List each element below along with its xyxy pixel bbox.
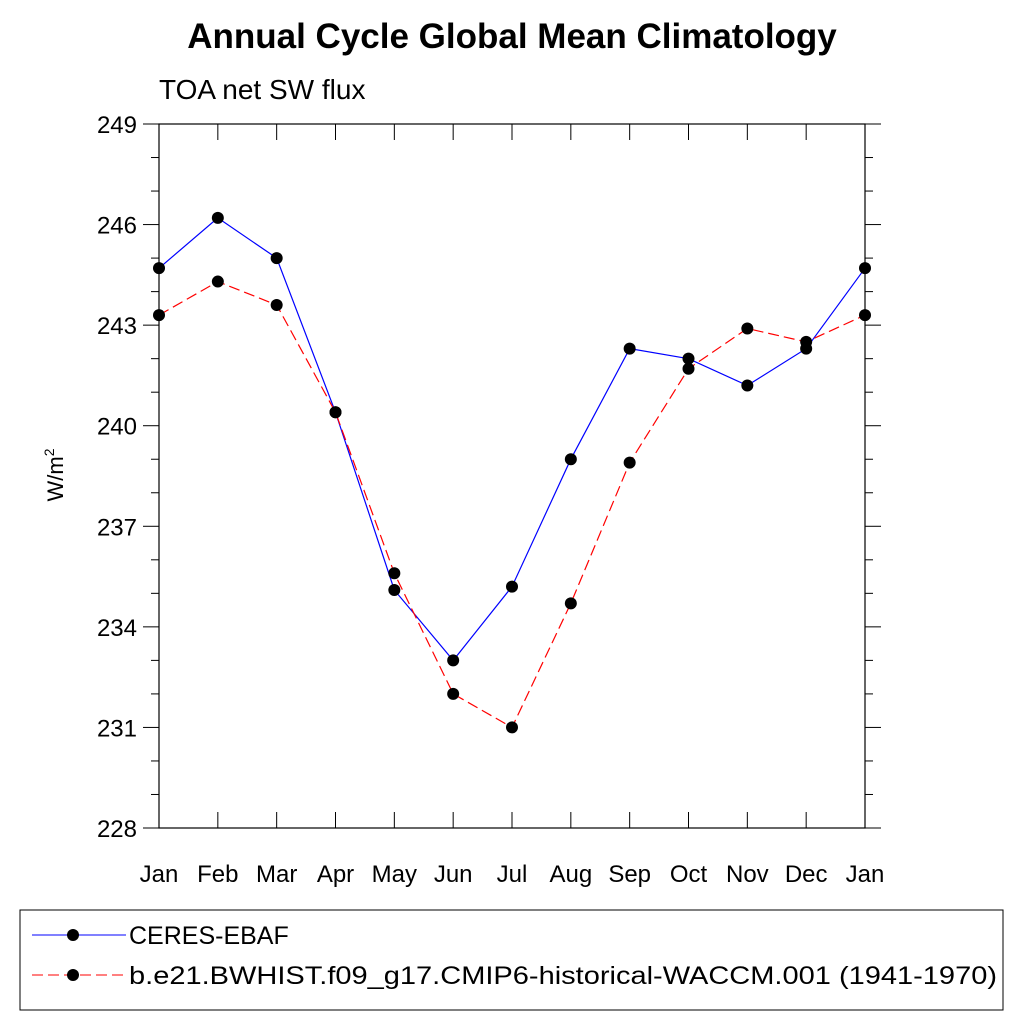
- x-tick-label: Mar: [256, 861, 297, 888]
- x-tick-label: Jan: [140, 861, 179, 888]
- data-point-s0-2: [270, 252, 283, 265]
- y-tick-label: 234: [97, 615, 137, 642]
- legend-box: [19, 909, 1004, 1011]
- data-point-s0-4: [388, 583, 401, 596]
- data-point-s1-6: [506, 721, 518, 734]
- data-point-s0-1: [211, 211, 224, 224]
- legend-marker-waccm: [67, 969, 79, 981]
- y-tick-label: 249: [97, 112, 137, 139]
- data-point-s1-4: [388, 567, 401, 580]
- data-point-s0-8: [623, 342, 636, 355]
- data-point-s1-5: [447, 687, 460, 700]
- x-tick-label: Aug: [549, 861, 592, 888]
- legend: CERES-EBAF b.e21.BWHIST.f09_g17.CMIP6-hi…: [19, 909, 1004, 1011]
- legend-marker-ceres: [67, 929, 79, 941]
- data-point-s1-8: [623, 456, 636, 469]
- data-point-s0-9: [682, 352, 695, 365]
- x-tick-label: May: [372, 861, 417, 888]
- y-tick-label: 237: [97, 514, 137, 541]
- x-tick-label: Oct: [670, 861, 708, 888]
- y-tick-label: 243: [97, 313, 137, 340]
- legend-label-waccm: b.e21.BWHIST.f09_g17.CMIP6-historical-WA…: [129, 962, 997, 990]
- chart-title: Annual Cycle Global Mean Climatology: [187, 17, 837, 56]
- x-tick-label: Nov: [726, 861, 769, 888]
- data-point-s1-0: [153, 309, 165, 322]
- y-tick-label: 240: [97, 414, 137, 441]
- y-tick-label: 228: [97, 816, 137, 843]
- series-line-0: [158, 217, 866, 662]
- y-tick-label: 231: [97, 715, 137, 742]
- data-point-s0-5: [447, 654, 460, 667]
- x-tick-label: Feb: [197, 861, 238, 888]
- legend-label-ceres: CERES-EBAF: [129, 922, 289, 950]
- data-point-s1-1: [211, 275, 224, 288]
- data-point-s1-2: [270, 299, 283, 312]
- data-point-s1-9: [682, 362, 695, 375]
- data-point-s0-6: [506, 580, 518, 593]
- data-point-s0-7: [564, 453, 577, 466]
- series-line-1: [158, 280, 866, 729]
- data-point-s0-10: [741, 379, 754, 392]
- data-point-s1-11: [800, 335, 813, 348]
- data-point-s0-0: [153, 262, 165, 275]
- x-tick-label: Jun: [434, 861, 473, 888]
- data-point-s1-3: [329, 406, 342, 419]
- x-tick-label: Jul: [497, 861, 528, 888]
- data-point-s1-10: [741, 322, 754, 335]
- data-point-s1-7: [564, 597, 577, 610]
- x-tick-label: Apr: [317, 861, 354, 888]
- chart-subtitle: TOA net SW flux: [159, 74, 365, 105]
- data-point-s1-12: [859, 309, 871, 322]
- x-tick-label: Jan: [846, 861, 885, 888]
- y-axis-label: W/m2: [41, 448, 68, 501]
- x-tick-label: Sep: [608, 861, 651, 888]
- y-tick-label: 246: [97, 213, 137, 240]
- data-point-s0-12: [859, 262, 871, 275]
- x-tick-label: Dec: [785, 861, 828, 888]
